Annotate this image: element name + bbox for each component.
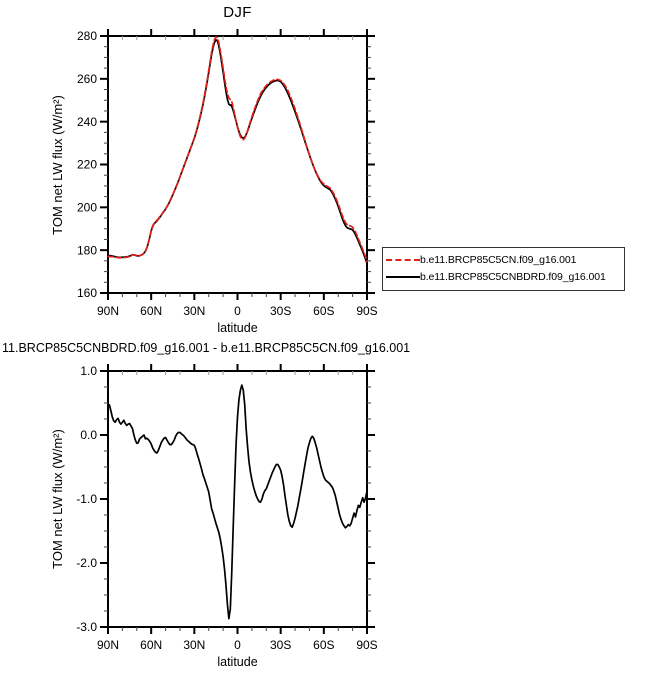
- svg-text:90N: 90N: [97, 304, 119, 318]
- svg-text:0.0: 0.0: [80, 428, 97, 442]
- chart-1: 90N 60N 30N 0 30S 60S 90S 1.0 0.0 -1.0 -2.0 -3.0: [76, 364, 378, 652]
- svg-text:60N: 60N: [140, 638, 162, 652]
- svg-text:60S: 60S: [313, 638, 334, 652]
- bottom-chart-title: 11.BRCP85C5CNBDRD.f09_g16.001 - b.e11.BR…: [2, 341, 411, 355]
- chart-0: 90N 60N 30N 0 30S 60S 90S 160 180 200 220 240 260 280: [77, 29, 378, 318]
- top-chart-x-axis-label: latitude: [217, 321, 258, 335]
- svg-text:60N: 60N: [140, 304, 162, 318]
- svg-text:-2.0: -2.0: [76, 556, 97, 570]
- legend-row-cn: b.e11.BRCP85C5CN.f09_g16.001: [383, 251, 624, 268]
- legend-row-cnbdrd: b.e11.BRCP85C5CNBDRD.f09_g16.001: [383, 268, 624, 285]
- svg-text:220: 220: [77, 158, 97, 172]
- svg-text:30N: 30N: [183, 638, 205, 652]
- svg-text:-1.0: -1.0: [76, 492, 97, 506]
- svg-text:260: 260: [77, 72, 97, 86]
- series-black-solid: [107, 39, 368, 265]
- red-dashed-line-sample: [386, 258, 420, 261]
- svg-text:30N: 30N: [183, 304, 205, 318]
- svg-text:1.0: 1.0: [80, 364, 97, 378]
- svg-text:0: 0: [234, 638, 241, 652]
- svg-text:240: 240: [77, 115, 97, 129]
- series-black-solid: [107, 384, 368, 620]
- bottom-chart-x-axis-label: latitude: [217, 655, 258, 669]
- svg-text:30S: 30S: [270, 304, 291, 318]
- svg-text:180: 180: [77, 243, 97, 257]
- black-solid-line-sample: [386, 275, 420, 278]
- svg-text:90S: 90S: [356, 304, 377, 318]
- series-red-dashed: [107, 36, 368, 263]
- top-chart-y-axis-label: TOM net LW flux (W/m²): [50, 95, 65, 235]
- top-chart-title: DJF: [223, 4, 252, 21]
- svg-text:-3.0: -3.0: [76, 620, 97, 634]
- svg-text:60S: 60S: [313, 304, 334, 318]
- legend-label-cnbdrd: b.e11.BRCP85C5CNBDRD.f09_g16.001: [420, 270, 606, 283]
- bottom-chart-y-axis-label: TOM net LW flux (W/m²): [50, 429, 65, 569]
- legend: b.e11.BRCP85C5CN.f09_g16.001 b.e11.BRCP8…: [382, 247, 625, 291]
- svg-text:160: 160: [77, 286, 97, 300]
- legend-label-cn: b.e11.BRCP85C5CN.f09_g16.001: [420, 253, 577, 266]
- svg-text:90S: 90S: [356, 638, 377, 652]
- svg-text:200: 200: [77, 201, 97, 215]
- svg-text:280: 280: [77, 29, 97, 43]
- svg-text:30S: 30S: [270, 638, 291, 652]
- svg-text:0: 0: [234, 304, 241, 318]
- svg-text:90N: 90N: [97, 638, 119, 652]
